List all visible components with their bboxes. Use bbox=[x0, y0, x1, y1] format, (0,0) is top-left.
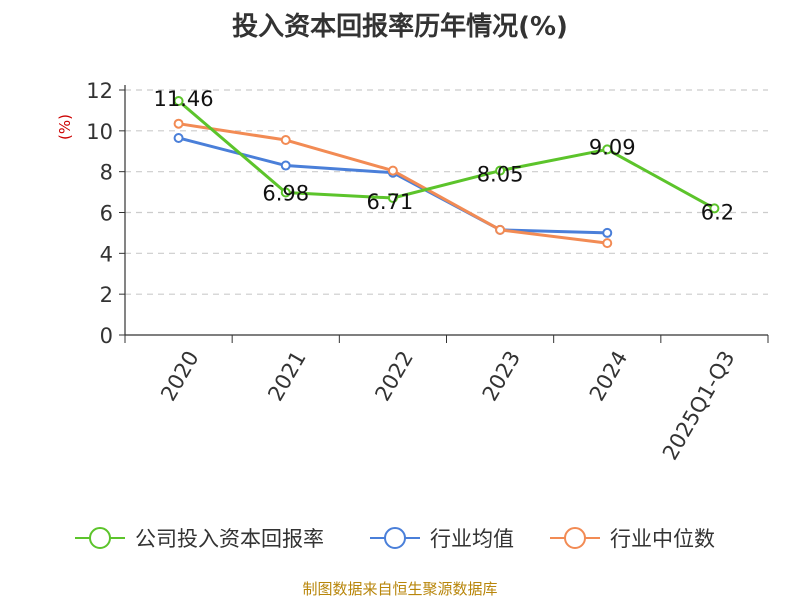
label-layer: 11.46 6.98 6.71 8.05 9.09 6.2 bbox=[154, 87, 735, 224]
y-tick-label: 6 bbox=[100, 202, 113, 226]
chart-title: 投入资本回报率历年情况(%) bbox=[232, 12, 568, 42]
legend-marker bbox=[384, 527, 406, 549]
axis-layer: 0 2 4 6 8 10 12 2020 2021 2022 2023 2024 2025Q1-Q3 (%… bbox=[56, 79, 769, 464]
grid-layer bbox=[125, 89, 768, 295]
series-line bbox=[178, 122, 608, 245]
x-tick-label: 2025Q1-Q3 bbox=[658, 347, 740, 464]
data-point bbox=[495, 165, 506, 176]
y-tick-label: 0 bbox=[100, 324, 113, 348]
data-point bbox=[173, 118, 184, 129]
data-point bbox=[387, 165, 398, 176]
data-point bbox=[602, 238, 613, 249]
data-label: 11.46 bbox=[154, 87, 214, 111]
legend-label: 行业中位数 bbox=[610, 527, 715, 551]
y-tick-label: 10 bbox=[86, 120, 113, 144]
legend-label: 行业均值 bbox=[430, 527, 514, 551]
source-note: 制图数据来自恒生聚源数据库 bbox=[302, 580, 498, 598]
legend-marker bbox=[89, 527, 111, 549]
y-axis-label: (%) bbox=[56, 114, 74, 140]
data-label: 6.71 bbox=[367, 190, 414, 214]
data-point bbox=[387, 193, 398, 204]
y-tick-label: 4 bbox=[100, 242, 113, 266]
data-point bbox=[280, 160, 291, 171]
y-tick-label: 2 bbox=[100, 283, 113, 307]
legend: 公司投入资本回报率 行业均值 行业中位数 bbox=[75, 527, 715, 551]
data-label: 6.98 bbox=[262, 181, 309, 205]
data-label: 6.2 bbox=[701, 200, 734, 224]
series-line bbox=[177, 99, 716, 210]
legend-marker bbox=[564, 527, 586, 549]
data-point bbox=[280, 135, 291, 146]
data-label: 8.05 bbox=[477, 163, 524, 187]
x-tick-label: 2020 bbox=[156, 347, 204, 405]
series-layer bbox=[173, 96, 720, 249]
data-label: 9.09 bbox=[589, 135, 636, 159]
data-point bbox=[602, 227, 613, 238]
data-point bbox=[602, 144, 613, 155]
x-tick-label: 2022 bbox=[370, 347, 418, 405]
data-point bbox=[280, 187, 291, 198]
x-tick-label: 2021 bbox=[263, 347, 311, 405]
data-point bbox=[173, 132, 184, 143]
y-tick-label: 12 bbox=[86, 79, 113, 103]
legend-label: 公司投入资本回报率 bbox=[135, 527, 324, 551]
y-tick-label: 8 bbox=[100, 161, 113, 185]
series-line bbox=[178, 136, 608, 235]
x-tick-label: 2024 bbox=[585, 347, 633, 405]
data-point bbox=[709, 203, 720, 214]
data-point bbox=[173, 96, 184, 107]
data-point bbox=[495, 224, 506, 235]
x-tick-label: 2023 bbox=[478, 347, 526, 405]
